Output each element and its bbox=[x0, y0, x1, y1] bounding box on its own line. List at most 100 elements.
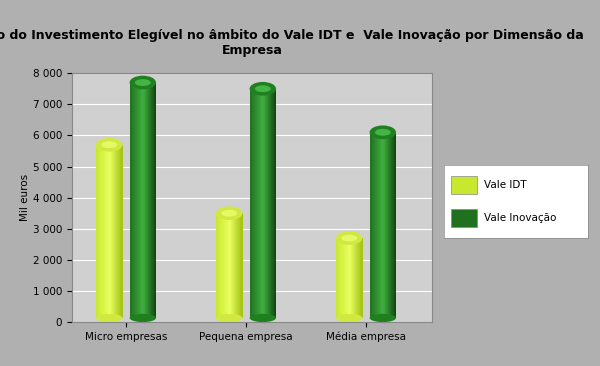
Bar bbox=[263, 89, 264, 318]
Bar bbox=[96, 145, 97, 318]
Bar bbox=[351, 238, 352, 318]
Bar bbox=[392, 132, 393, 318]
Bar bbox=[345, 238, 346, 318]
Bar bbox=[148, 83, 149, 318]
Bar bbox=[342, 238, 343, 318]
Bar bbox=[218, 213, 220, 318]
Bar bbox=[371, 132, 372, 318]
Bar bbox=[229, 213, 230, 318]
Bar bbox=[358, 238, 359, 318]
Bar bbox=[344, 238, 346, 318]
Bar bbox=[146, 83, 147, 318]
Bar bbox=[361, 238, 362, 318]
Bar bbox=[118, 145, 119, 318]
Bar bbox=[254, 89, 255, 318]
Bar bbox=[224, 213, 225, 318]
Bar bbox=[265, 89, 266, 318]
Bar bbox=[377, 132, 378, 318]
Bar bbox=[137, 83, 139, 318]
Bar bbox=[239, 213, 240, 318]
Bar bbox=[349, 238, 350, 318]
Bar bbox=[389, 132, 390, 318]
Bar bbox=[237, 213, 238, 318]
Bar bbox=[395, 132, 396, 318]
Bar bbox=[381, 132, 382, 318]
Bar bbox=[103, 145, 104, 318]
Bar bbox=[138, 83, 139, 318]
Bar bbox=[274, 89, 275, 318]
Bar bbox=[376, 132, 377, 318]
Bar bbox=[271, 89, 272, 318]
Ellipse shape bbox=[341, 235, 357, 242]
Bar bbox=[133, 83, 134, 318]
Bar bbox=[141, 83, 142, 318]
Bar bbox=[380, 132, 381, 318]
Bar bbox=[101, 145, 102, 318]
Bar bbox=[343, 238, 344, 318]
Bar bbox=[358, 238, 359, 318]
Bar bbox=[120, 145, 121, 318]
Bar bbox=[451, 176, 477, 194]
Bar bbox=[109, 145, 110, 318]
Ellipse shape bbox=[255, 85, 271, 92]
Text: Vale IDT: Vale IDT bbox=[484, 180, 527, 190]
Bar bbox=[139, 83, 140, 318]
Ellipse shape bbox=[375, 129, 391, 136]
Bar bbox=[354, 238, 355, 318]
Bar bbox=[387, 132, 388, 318]
Text: Distribuição do Investimento Elegível no âmbito do Vale IDT e  Vale Inovação por: Distribuição do Investimento Elegível no… bbox=[0, 29, 583, 57]
Bar bbox=[379, 132, 380, 318]
Bar bbox=[385, 132, 386, 318]
Bar bbox=[112, 145, 113, 318]
Text: Vale Inovação: Vale Inovação bbox=[484, 213, 557, 223]
Bar bbox=[360, 238, 361, 318]
Bar bbox=[371, 132, 373, 318]
Bar bbox=[98, 145, 100, 318]
Bar bbox=[106, 145, 107, 318]
Bar bbox=[394, 132, 395, 318]
Bar bbox=[373, 132, 374, 318]
Ellipse shape bbox=[370, 126, 396, 139]
Bar bbox=[144, 83, 145, 318]
Bar bbox=[134, 83, 135, 318]
Bar bbox=[145, 83, 146, 318]
Bar bbox=[370, 132, 371, 318]
Bar bbox=[356, 238, 357, 318]
Bar bbox=[234, 213, 235, 318]
Bar bbox=[338, 238, 340, 318]
Ellipse shape bbox=[336, 231, 362, 245]
Ellipse shape bbox=[221, 210, 237, 217]
Bar bbox=[222, 213, 223, 318]
Bar bbox=[384, 132, 385, 318]
Bar bbox=[251, 89, 252, 318]
Bar bbox=[108, 145, 109, 318]
Bar bbox=[110, 145, 112, 318]
Ellipse shape bbox=[130, 76, 156, 89]
Bar bbox=[147, 83, 148, 318]
Bar bbox=[385, 132, 386, 318]
Ellipse shape bbox=[135, 79, 151, 86]
Bar bbox=[140, 83, 141, 318]
Bar bbox=[226, 213, 227, 318]
Bar bbox=[107, 145, 108, 318]
Bar bbox=[151, 83, 152, 318]
Bar bbox=[346, 238, 347, 318]
Ellipse shape bbox=[250, 82, 276, 96]
Bar bbox=[230, 213, 232, 318]
Bar bbox=[220, 213, 221, 318]
Ellipse shape bbox=[370, 314, 396, 322]
Bar bbox=[352, 238, 353, 318]
Bar bbox=[104, 145, 105, 318]
Ellipse shape bbox=[130, 314, 156, 322]
Bar bbox=[355, 238, 356, 318]
Bar bbox=[224, 213, 226, 318]
Bar bbox=[262, 89, 263, 318]
Bar bbox=[382, 132, 383, 318]
Bar bbox=[111, 145, 112, 318]
Ellipse shape bbox=[96, 138, 122, 152]
Bar bbox=[388, 132, 389, 318]
Bar bbox=[145, 83, 146, 318]
Bar bbox=[142, 83, 143, 318]
Bar bbox=[143, 83, 144, 318]
Bar bbox=[132, 83, 133, 318]
